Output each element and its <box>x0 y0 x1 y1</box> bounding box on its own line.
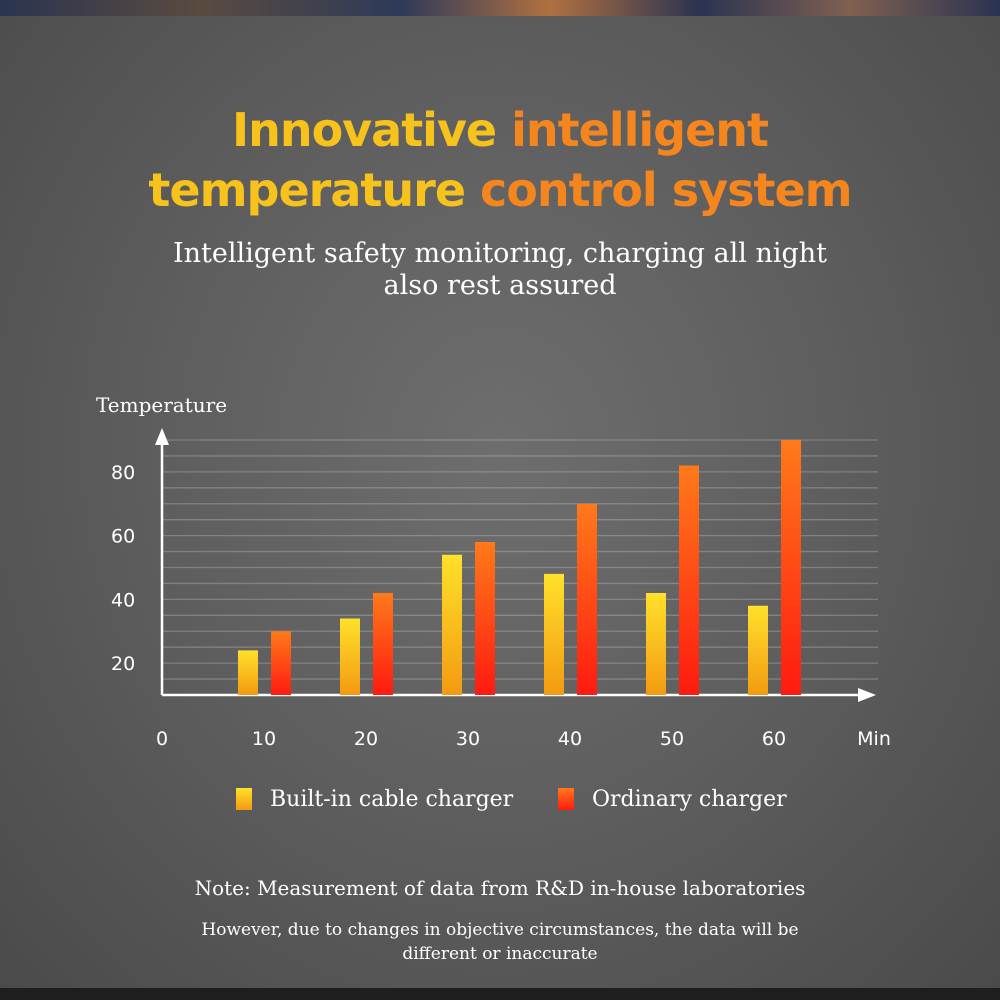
y-tick-label: 80 <box>111 462 135 484</box>
x-tick-label: 50 <box>660 728 684 750</box>
legend-swatch-builtin <box>236 788 252 810</box>
title-line2-part1: temperature <box>148 163 481 217</box>
bar-builtin-30 <box>442 554 462 695</box>
bar-ordinary-50 <box>679 465 699 695</box>
bar-ordinary-60 <box>781 440 801 695</box>
legend-label-ordinary: Ordinary charger <box>592 786 787 812</box>
x-tick-label: 20 <box>354 728 378 750</box>
x-tick-label: 60 <box>762 728 786 750</box>
y-axis-label: Temperature <box>96 393 227 417</box>
x-axis-arrow <box>858 688 876 702</box>
x-tick-label: 30 <box>456 728 480 750</box>
legend-label-builtin: Built-in cable charger <box>270 786 514 812</box>
bar-builtin-20 <box>340 618 360 695</box>
x-axis-label: Min <box>857 728 891 750</box>
temperature-bar-chart: Temperature 20 40 60 80 0 10 20 30 40 50 60 Min <box>96 393 891 750</box>
bar-ordinary-40 <box>577 503 597 695</box>
x-tick-label: 40 <box>558 728 582 750</box>
y-axis-arrow <box>155 428 169 445</box>
bar-ordinary-20 <box>373 593 393 695</box>
x-tick-label: 10 <box>252 728 276 750</box>
bar-ordinary-10 <box>271 631 291 695</box>
legend-item-builtin: Built-in cable charger <box>236 784 513 814</box>
y-tick-label: 40 <box>111 589 135 611</box>
note-text: Note: Measurement of data from R&D in-ho… <box>194 876 806 900</box>
x-tick-label: 0 <box>156 728 168 750</box>
legend-item-ordinary: Ordinary charger <box>558 784 787 814</box>
y-tick-label: 60 <box>111 526 135 548</box>
title-line1-part1: Innovative <box>231 103 512 157</box>
top-banner-strip <box>0 0 1000 16</box>
title-line2-part2: control system <box>480 163 853 217</box>
bottom-strip <box>0 988 1000 1000</box>
bar-builtin-60 <box>748 605 768 695</box>
bar-ordinary-30 <box>475 542 495 695</box>
page-title: Innovative intelligent temperature contr… <box>0 100 1000 220</box>
legend-swatch-ordinary <box>558 788 574 810</box>
subtitle: Intelligent safety monitoring, charging … <box>172 238 828 301</box>
bar-builtin-50 <box>646 593 666 695</box>
bar-builtin-40 <box>544 573 564 695</box>
disclaimer-text: However, due to changes in objective cir… <box>201 920 799 964</box>
bar-builtin-10 <box>238 650 258 695</box>
y-tick-label: 20 <box>111 653 135 675</box>
title-line1-part2: intelligent <box>511 103 769 157</box>
